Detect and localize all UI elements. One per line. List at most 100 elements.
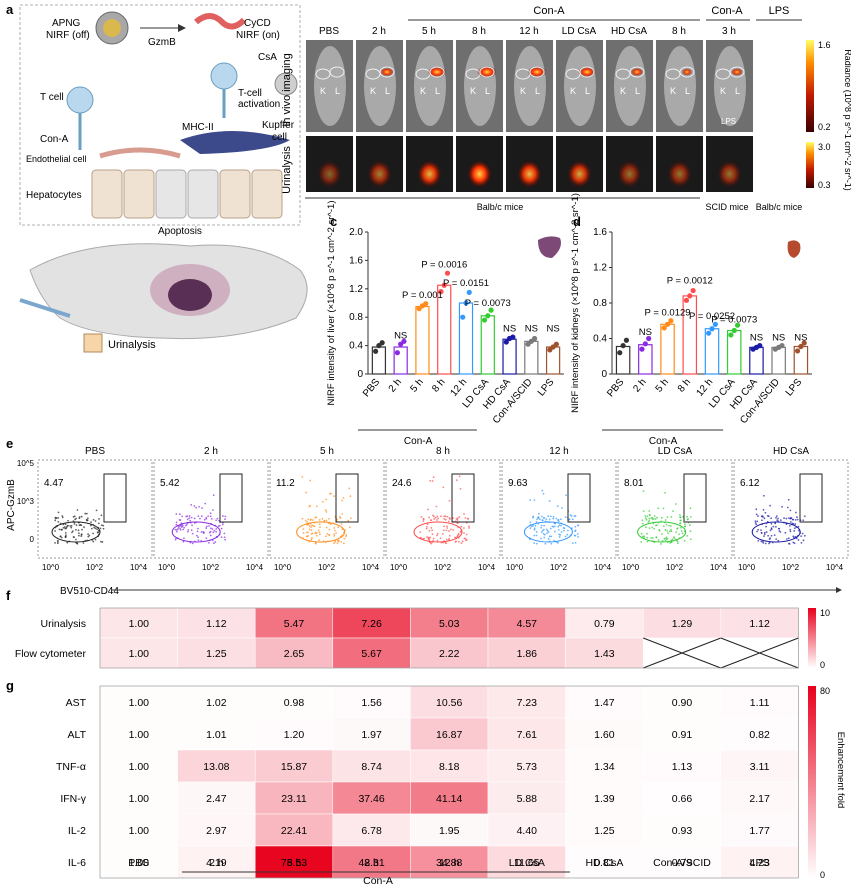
heatmap-value: 16.87 (436, 729, 462, 741)
event-dot (183, 537, 185, 540)
event-dot (787, 498, 790, 501)
event-dot (215, 519, 218, 522)
event-dot (205, 537, 208, 540)
event-dot (181, 525, 184, 528)
data-point (639, 346, 645, 352)
data-point (423, 301, 429, 307)
liver-signal (427, 66, 447, 78)
event-dot (468, 527, 470, 529)
event-dot (642, 490, 645, 492)
event-dot (571, 542, 574, 545)
x-tick-label: 8 h (430, 377, 447, 395)
na-cross (643, 637, 721, 669)
event-dot (345, 534, 348, 536)
gate-box (799, 473, 823, 523)
event-dot (202, 532, 205, 535)
mouse-silhouette (564, 46, 596, 126)
event-dot (200, 515, 203, 518)
heatmap-value: 1.77 (749, 825, 770, 837)
event-dot (326, 532, 329, 535)
event-dot (458, 515, 461, 518)
event-dot (329, 492, 331, 495)
event-dot (183, 526, 186, 529)
event-dot (775, 525, 777, 528)
x-tick-label: PBS (361, 377, 383, 400)
event-dot (174, 538, 177, 541)
heatmap-cell (720, 749, 799, 783)
heatmap-value: 4.57 (517, 618, 538, 630)
event-dot (85, 512, 88, 515)
event-dot (665, 538, 668, 541)
liver-roi (679, 66, 695, 78)
event-dot (651, 516, 654, 519)
panel-g-heatmap: AST 1.00 1.02 0.98 1.56 10.56 7.23 1.47 0.90 1.11… (56, 685, 846, 886)
colorbar-max: 80 (820, 686, 830, 696)
event-dot (445, 529, 448, 532)
urine-signal (717, 160, 742, 188)
event-dot (324, 509, 327, 512)
heatmap-value: 10.56 (436, 697, 462, 709)
event-dot (94, 538, 97, 541)
event-dot (557, 520, 560, 523)
heatmap-cell (410, 607, 489, 639)
flow-ylabel: APC-GzmB (6, 479, 17, 531)
event-dot (543, 516, 546, 519)
significance-label: NS (525, 323, 538, 334)
data-point (757, 343, 763, 349)
event-dot (446, 515, 449, 518)
kidney-marker: K (420, 86, 426, 96)
event-dot (770, 527, 773, 530)
event-dot (92, 518, 95, 521)
event-dot (574, 529, 577, 532)
column-label: 3 h (722, 26, 736, 37)
event-dot (215, 530, 218, 533)
event-dot (318, 523, 321, 526)
y-tick-label: 10^5 (17, 459, 35, 468)
event-dot (439, 537, 442, 540)
apoptosis-label: Apoptosis (158, 226, 202, 237)
event-dot (464, 517, 467, 519)
heatmap-value: 1.20 (284, 729, 305, 741)
event-dot (199, 517, 201, 520)
event-dot (765, 525, 768, 528)
event-dot (540, 524, 543, 527)
event-dot (775, 538, 778, 541)
bar (458, 302, 474, 375)
heatmap-value: 7.26 (361, 618, 382, 630)
event-dot (794, 518, 797, 521)
data-point (485, 313, 491, 319)
heatmap-value: 1.00 (129, 825, 150, 837)
heatmap-cell (410, 637, 489, 669)
heatmap-column-label: Con-A/SCID (653, 857, 711, 869)
event-dot (175, 530, 178, 533)
kidney-roi (665, 68, 681, 80)
heatmap-value: 1.00 (129, 618, 150, 630)
event-dot (554, 530, 556, 533)
y-tick-label: 0 (357, 369, 363, 380)
mice-label-2: SCID mice (705, 202, 748, 212)
heatmap-value: 5.67 (361, 648, 382, 660)
event-dot (802, 519, 805, 522)
heatmap-column-label: HD CsA (585, 857, 623, 869)
event-dot (686, 515, 688, 518)
event-dot (671, 538, 674, 541)
event-dot (184, 524, 187, 527)
event-dot (542, 532, 545, 535)
event-dot (308, 505, 311, 508)
event-dot (670, 530, 673, 533)
heatmap-value: 34.88 (436, 857, 462, 869)
event-dot (90, 521, 92, 524)
event-dot (335, 532, 337, 535)
event-dot (305, 491, 308, 494)
mice-label-1: Balb/c mice (477, 202, 524, 212)
significance-label: NS (750, 332, 763, 343)
liver-marker: L (635, 86, 640, 96)
heatmap-row-label: ALT (68, 729, 87, 741)
event-dot (776, 519, 779, 522)
event-dot (315, 532, 318, 535)
bar (415, 305, 430, 375)
event-dot (61, 515, 64, 517)
event-dot (646, 540, 649, 543)
heatmap-value: 1.12 (749, 618, 770, 630)
event-dot (661, 540, 664, 542)
